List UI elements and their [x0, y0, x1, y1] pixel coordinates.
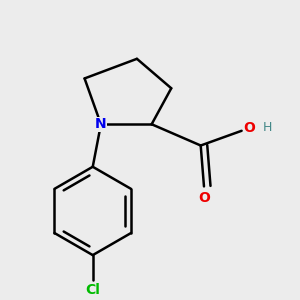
Text: Cl: Cl [85, 283, 100, 297]
Text: O: O [198, 191, 210, 205]
Text: H: H [263, 121, 272, 134]
Text: O: O [243, 121, 255, 134]
Text: N: N [95, 117, 107, 131]
